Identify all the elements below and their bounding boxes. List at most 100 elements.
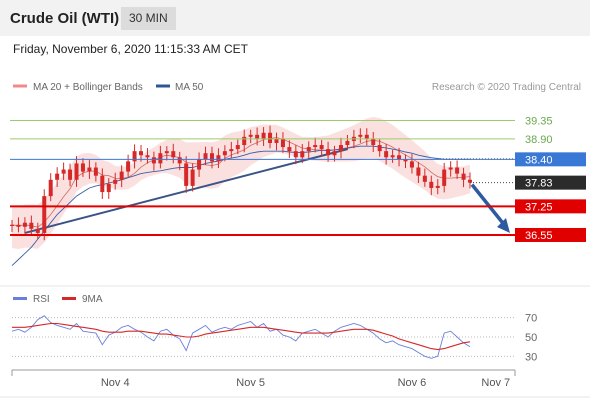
level-tag-38-40 <box>515 152 586 167</box>
level-label-37-83: 37.83 <box>525 178 553 190</box>
candle-body <box>16 224 21 227</box>
candle-body <box>132 151 137 162</box>
candle-body <box>100 175 105 193</box>
candle-body <box>119 171 124 180</box>
forecast-arrow-head <box>497 217 510 233</box>
rsi-line <box>11 315 471 359</box>
rsi-tick-50: 50 <box>525 332 537 344</box>
candle-body <box>164 151 169 154</box>
candle-body <box>326 149 331 156</box>
candle-body <box>248 134 253 137</box>
level-tag-37-25 <box>515 199 586 214</box>
candle-body <box>319 145 324 150</box>
candle-body <box>429 181 434 188</box>
candle-body <box>371 138 376 146</box>
candle-body <box>332 151 337 156</box>
chart-header: Crude Oil (WTI) 30 MIN <box>0 0 590 36</box>
candle-body <box>435 185 440 188</box>
legend-ma50-label: MA 50 <box>175 82 204 93</box>
candle-body <box>384 151 389 158</box>
candle-body <box>22 222 27 227</box>
candle-body <box>68 169 73 180</box>
level-label-37-25: 37.25 <box>525 201 553 213</box>
candle-body <box>35 228 40 233</box>
candle-body <box>126 161 131 172</box>
bollinger-band <box>12 117 470 249</box>
candle-body <box>280 138 285 148</box>
candle-body <box>209 153 214 162</box>
candle-body <box>145 155 150 158</box>
candle-body <box>87 167 92 172</box>
candle-body <box>455 167 460 174</box>
legend-9ma-label: 9MA <box>82 294 103 305</box>
candle-body <box>106 183 111 193</box>
candle-body <box>268 132 273 143</box>
level-label-39-35: 39.35 <box>525 115 553 127</box>
candle-body <box>222 151 227 156</box>
candle-body <box>171 151 176 158</box>
x-tick-label: Nov 7 <box>481 377 510 389</box>
candle-body <box>442 169 447 186</box>
candle-body <box>274 138 279 143</box>
legend-ma50-swatch <box>156 84 170 88</box>
rsi-tick-30: 30 <box>525 351 537 363</box>
candle-body <box>139 151 144 156</box>
legend-9ma-swatch <box>62 297 76 300</box>
candle-body <box>364 134 369 139</box>
timeframe-badge[interactable]: 30 MIN <box>121 7 176 30</box>
candle-body <box>403 159 408 162</box>
candle-body <box>80 163 85 172</box>
legend-rsi-label: RSI <box>33 294 50 305</box>
candle-body <box>113 179 118 184</box>
candle-body <box>422 175 427 182</box>
rsi-tick-70: 70 <box>525 313 537 325</box>
x-tick-label: Nov 4 <box>101 377 130 389</box>
level-label-36-55: 36.55 <box>525 230 553 242</box>
x-tick-label: Nov 5 <box>236 377 265 389</box>
candle-body <box>55 173 60 180</box>
candle-body <box>197 159 202 170</box>
instrument-title: Crude Oil (WTI) <box>10 10 120 27</box>
candle-body <box>29 222 34 229</box>
candle-body <box>377 145 382 152</box>
candle-body <box>190 169 195 186</box>
candle-body <box>42 196 47 233</box>
legend-ma20-swatch <box>13 84 27 88</box>
candle-body <box>287 147 292 152</box>
candle-body <box>261 132 266 139</box>
candle-body <box>409 161 414 168</box>
candle-body <box>255 134 260 139</box>
candle-body <box>61 169 66 174</box>
ma50-line <box>11 145 470 266</box>
candle-body <box>158 153 163 164</box>
level-tag-36-55 <box>515 227 586 242</box>
candle-body <box>293 151 298 158</box>
level-label-38-40: 38.40 <box>525 154 553 166</box>
candle-body <box>416 167 421 176</box>
candle-body <box>74 163 79 180</box>
rsi-9ma-line <box>12 322 471 351</box>
candle-body <box>229 149 234 152</box>
candle-body <box>216 155 221 162</box>
candle-body <box>184 163 189 186</box>
level-label-38-90: 38.90 <box>525 134 553 146</box>
candle-body <box>306 147 311 152</box>
candle-body <box>358 134 363 137</box>
candle-body <box>390 155 395 158</box>
candle-body <box>461 173 466 180</box>
x-tick-label: Nov 6 <box>398 377 427 389</box>
candle-body <box>468 179 472 183</box>
candle-body <box>151 157 156 164</box>
candle-body <box>300 151 305 158</box>
legend-rsi-swatch <box>13 297 27 300</box>
level-tag-37-83 <box>515 175 586 190</box>
candle-body <box>242 136 247 146</box>
candle-body <box>313 145 318 148</box>
candle-body <box>203 153 208 160</box>
candle-body <box>10 224 14 226</box>
legend-ma20-label: MA 20 + Bollinger Bands <box>33 82 143 93</box>
credit-text: Research © 2020 Trading Central <box>432 82 581 93</box>
candle-body <box>177 157 182 164</box>
candle-body <box>93 167 98 176</box>
